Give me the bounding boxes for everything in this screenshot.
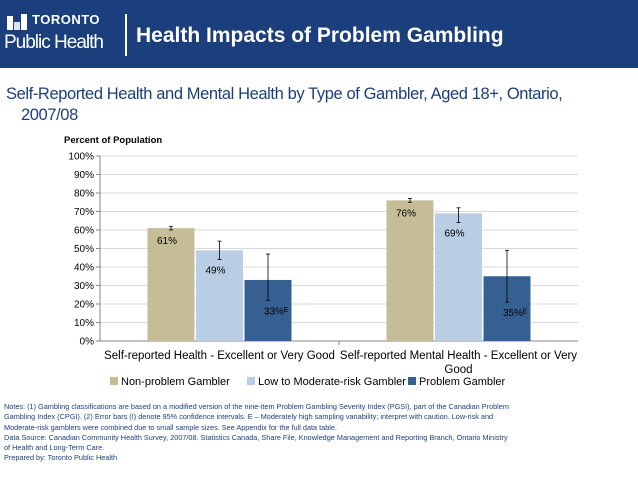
y-tick-label: 80% bbox=[74, 189, 94, 200]
bar-chart: Percent of Population 0% 10% 20% 30% 40% 50% 60… bbox=[64, 135, 578, 388]
y-tick-label: 20% bbox=[74, 300, 94, 311]
data-label: 35%ᴱ bbox=[503, 308, 527, 319]
notes-line: Gambling Index (CPGI). (2) Error bars (I… bbox=[4, 412, 494, 422]
y-tick-label: 50% bbox=[74, 244, 94, 255]
chart-title: Self-Reported Health and Mental Health b… bbox=[6, 84, 631, 126]
data-label: 61% bbox=[157, 236, 177, 247]
notes-line: of Health and Long-Term Care. bbox=[4, 443, 105, 453]
city-hall-icon bbox=[7, 14, 27, 30]
logo-wordmark-public-health: Public Health bbox=[4, 32, 104, 53]
y-tick-label: 30% bbox=[74, 281, 94, 292]
y-tick-label: 90% bbox=[74, 170, 94, 181]
header-divider bbox=[125, 14, 127, 56]
legend-label: Problem Gambler bbox=[419, 376, 506, 388]
bar bbox=[147, 228, 195, 341]
bar bbox=[196, 250, 243, 341]
data-label: 69% bbox=[444, 229, 464, 240]
y-tick-label: 60% bbox=[74, 226, 94, 237]
page-title: Health Impacts of Problem Gambling bbox=[136, 24, 504, 47]
data-label: 49% bbox=[205, 266, 225, 277]
y-tick-label: 0% bbox=[80, 337, 95, 348]
y-tick-label: 40% bbox=[74, 263, 94, 274]
notes-line: Notes: (1) Gambling classifications are … bbox=[4, 402, 509, 411]
x-category-label: Self-reported Health - Excellent or Very… bbox=[104, 350, 335, 362]
bar bbox=[435, 213, 482, 341]
x-category-label: Self-reported Mental Health - Excellent … bbox=[340, 350, 577, 376]
legend-swatch bbox=[110, 377, 118, 385]
chart-title-line1: Self-Reported Health and Mental Health b… bbox=[6, 85, 563, 103]
legend-swatch bbox=[408, 377, 416, 385]
notes-line: Prepared by: Toronto Public Health bbox=[4, 453, 118, 463]
header-banner: TORONTO Public Health Health Impacts of … bbox=[0, 0, 638, 68]
y-tick-label: 100% bbox=[68, 152, 94, 163]
legend-label: Low to Moderate-risk Gambler bbox=[258, 376, 406, 388]
y-axis-label: Percent of Population bbox=[64, 135, 162, 146]
toronto-public-health-logo: TORONTO Public Health bbox=[4, 10, 116, 58]
y-tick-label: 10% bbox=[74, 318, 94, 329]
notes-line: Data Source: Canadian Community Health S… bbox=[4, 432, 508, 442]
legend-label: Non-problem Gambler bbox=[121, 376, 230, 388]
bar bbox=[386, 200, 434, 341]
notes-line: Moderate-risk gamblers were combined due… bbox=[4, 422, 337, 432]
y-tick-label: 70% bbox=[74, 207, 94, 218]
data-label: 76% bbox=[396, 208, 416, 219]
data-label: 33%ᴱ bbox=[264, 306, 288, 317]
logo-wordmark-toronto: TORONTO bbox=[32, 12, 101, 27]
chart-title-line2: 2007/08 bbox=[21, 106, 78, 124]
chart-notes: Notes: (1) Gambling classifications are … bbox=[4, 402, 634, 464]
legend-swatch bbox=[247, 377, 255, 385]
